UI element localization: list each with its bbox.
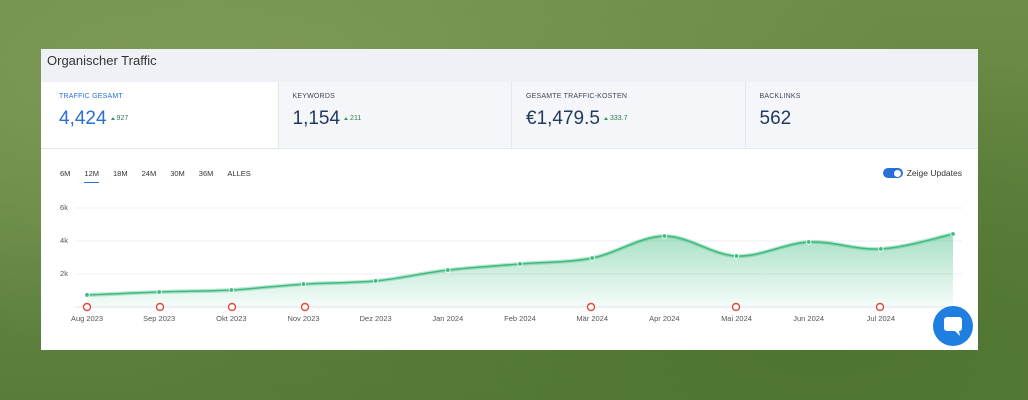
tab[interactable]: ALLES — [227, 169, 251, 178]
tab[interactable]: 6M — [60, 169, 71, 178]
point — [156, 289, 162, 295]
point — [950, 231, 956, 237]
x-tick-label: Jun 2024 — [793, 314, 824, 323]
point — [878, 246, 884, 252]
metric[interactable]: GESAMTE TRAFFIC-KOSTEN €1,479.5 333.7 — [511, 82, 745, 148]
metric[interactable]: KEYWORDS 1,154 211 — [277, 82, 512, 148]
tab[interactable]: 30M — [170, 169, 185, 178]
y-tick-label: 2k — [60, 269, 68, 278]
x-tick-label: Mär 2024 — [576, 314, 608, 323]
tab[interactable]: 24M — [141, 169, 157, 178]
switch[interactable] — [882, 168, 903, 178]
toggle-label: Zeige Updates — [906, 168, 962, 178]
google-icon[interactable] — [227, 302, 237, 312]
x-tick-label: Sep 2023 — [143, 314, 175, 323]
point — [372, 278, 379, 284]
x-tick-label: Jul 2024 — [867, 314, 895, 323]
x-tick-label: Mai 2024 — [721, 314, 752, 323]
update-markers — [82, 302, 885, 312]
metric-value: 4,424 927 — [59, 108, 278, 130]
x-tick-label: Nov 2023 — [287, 314, 319, 323]
metric-label: BACKLINKS — [759, 93, 801, 100]
point — [733, 253, 740, 259]
x-tick-label: Dez 2023 — [360, 314, 392, 323]
area — [87, 234, 953, 307]
metric-label: KEYWORDS — [292, 93, 335, 100]
metric-change: 927 — [111, 115, 129, 122]
metric-label: GESAMTE TRAFFIC-KOSTEN — [526, 93, 628, 100]
metric-number: 1,154 — [292, 108, 341, 129]
metric-change: 211 — [344, 115, 361, 122]
chat-icon — [944, 317, 962, 336]
x-tick-label: Apr 2024 — [649, 314, 679, 323]
tab[interactable]: 12M — [84, 169, 100, 183]
metric-value: 562 — [760, 108, 979, 130]
x-tick-label: Aug 2023 — [71, 314, 103, 323]
point — [84, 292, 90, 298]
x-tick-label: Jan 2024 — [432, 314, 463, 323]
point — [805, 239, 812, 245]
metric-change: 333.7 — [604, 115, 628, 122]
range-tabs: 6M 12M 18M 24M 30M 36M ALLES — [60, 169, 265, 183]
google-icon[interactable] — [300, 302, 310, 312]
metric[interactable]: TRAFFIC GESAMT 4,424 927 — [41, 82, 278, 148]
google-icon[interactable] — [586, 302, 596, 312]
point — [300, 281, 307, 287]
metrics: TRAFFIC GESAMT 4,424 927 KEYWORDS 1,154 211 … — [41, 82, 978, 149]
google-icon[interactable] — [82, 302, 92, 312]
metric[interactable]: BACKLINKS 562 — [744, 82, 979, 148]
point — [661, 233, 668, 239]
metric-number: 4,424 — [59, 108, 107, 129]
point — [445, 267, 451, 273]
tab[interactable]: 18M — [113, 169, 128, 178]
metric-label: TRAFFIC GESAMT — [59, 93, 123, 100]
point — [589, 255, 595, 261]
point — [517, 261, 523, 267]
chat-button[interactable] — [933, 306, 973, 346]
y-tick-label: 6k — [60, 203, 68, 212]
header-title: Organischer Traffic — [41, 49, 978, 82]
metric-number: €1,479.5 — [526, 108, 600, 129]
toggle[interactable]: Zeige Updates — [882, 168, 962, 178]
metric-value: €1,479.5 333.7 — [526, 108, 745, 130]
y-tick-label: 4k — [60, 236, 68, 245]
x-tick-label: Feb 2024 — [504, 314, 536, 323]
google-icon[interactable] — [875, 302, 885, 312]
x-tick-label: Okt 2023 — [216, 314, 246, 323]
metric-value: 1,154 211 — [293, 108, 512, 130]
tab[interactable]: 36M — [198, 169, 214, 178]
google-icon[interactable] — [155, 302, 165, 312]
point — [228, 287, 235, 293]
metric-number: 562 — [759, 108, 792, 129]
google-icon[interactable] — [731, 302, 741, 312]
